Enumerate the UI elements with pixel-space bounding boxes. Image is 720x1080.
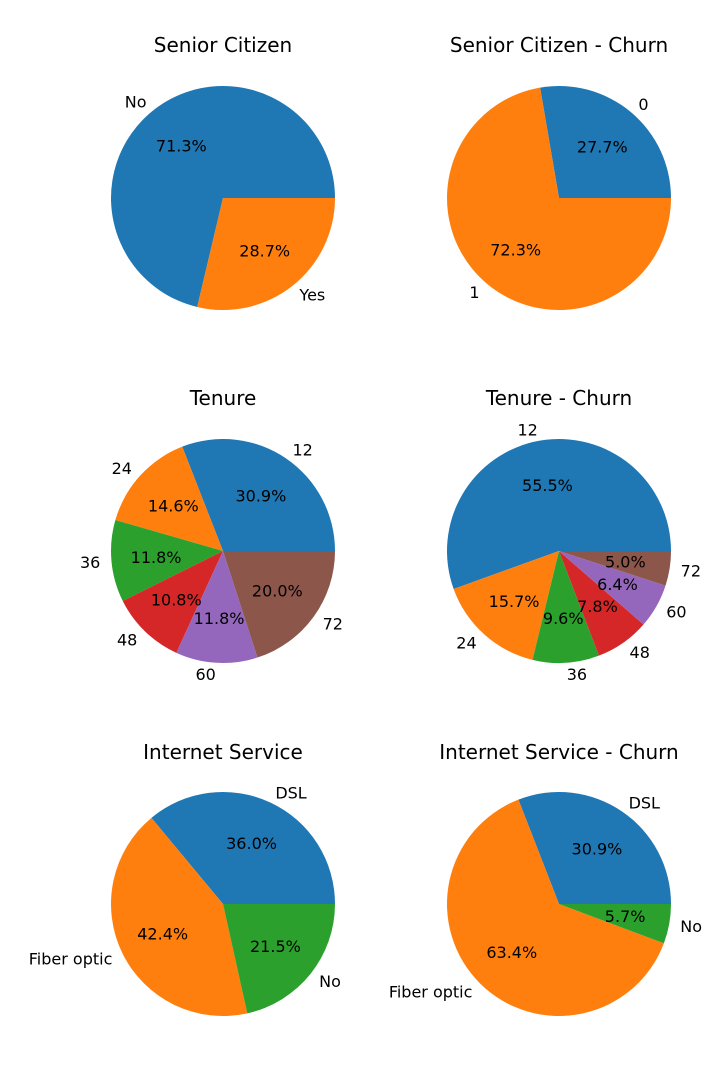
slice-label: Fiber optic — [29, 949, 113, 968]
pie-slice-no — [111, 86, 335, 307]
pie-senior-citizen-churn: Senior Citizen - Churn 0 27.7% 1 72.3% — [447, 33, 671, 310]
slice-label: No — [680, 917, 702, 936]
slice-percent-label: 5.0% — [605, 553, 646, 572]
pie-slice-yes — [197, 198, 335, 310]
slice-label: 0 — [638, 95, 648, 114]
pie-slice-no — [223, 904, 335, 1014]
slice-label: 12 — [517, 421, 537, 440]
pie-slice-24 — [115, 446, 223, 551]
slice-percent-label: 30.9% — [572, 840, 623, 859]
slice-label: 60 — [195, 665, 215, 684]
slice-label: 48 — [117, 631, 137, 650]
chart-title: Internet Service — [143, 740, 303, 764]
slice-label: 24 — [112, 459, 132, 478]
slice-percent-label: 6.4% — [597, 575, 638, 594]
slice-label: Yes — [298, 286, 325, 305]
slice-percent-label: 20.0% — [252, 582, 303, 601]
slice-percent-label: 71.3% — [156, 136, 207, 155]
pie-internet-service: Internet Service DSL 36.0% Fiber optic 42.4%… — [29, 740, 341, 1016]
slice-percent-label: 9.6% — [543, 609, 584, 628]
slice-percent-label: 36.0% — [226, 834, 277, 853]
pie-tenure: Tenure 12 30.9% 24 14.6% 36 11.8% 48 10.8% 60 11.8… — [80, 386, 343, 684]
slice-label: 1 — [469, 283, 479, 302]
pie-slice-36 — [532, 551, 599, 664]
slice-label: No — [319, 972, 341, 991]
slice-percent-label: 72.3% — [490, 240, 541, 259]
pie-slice-60 — [559, 551, 666, 625]
pie-slice-0 — [540, 86, 671, 198]
chart-title: Tenure - Churn — [485, 386, 632, 410]
slice-label: 60 — [666, 603, 686, 622]
pie-slice-dsl — [151, 792, 335, 904]
slice-percent-label: 63.4% — [486, 943, 537, 962]
slice-label: 36 — [567, 665, 587, 684]
slice-label: 48 — [630, 643, 650, 662]
pie-slice-12 — [182, 439, 335, 551]
pie-slice-dsl — [518, 792, 672, 904]
chart-title: Tenure — [189, 386, 257, 410]
slice-percent-label: 21.5% — [250, 937, 301, 956]
slice-percent-label: 30.9% — [235, 487, 286, 506]
pie-slice-72 — [559, 551, 671, 586]
slice-percent-label: 7.8% — [577, 597, 618, 616]
pie-slice-12 — [447, 439, 671, 589]
slice-percent-label: 27.7% — [577, 138, 628, 157]
slice-percent-label: 28.7% — [239, 242, 290, 261]
pie-tenure-churn: Tenure - Churn 12 55.5% 24 15.7% 36 9.6% 48 7.8%… — [447, 386, 701, 684]
pie-senior-citizen: Senior Citizen No 71.3% Yes 28.7% — [111, 33, 335, 310]
slice-percent-label: 11.8% — [194, 609, 245, 628]
slice-label: Fiber optic — [389, 983, 473, 1002]
pie-slice-48 — [559, 551, 644, 656]
slice-label: 36 — [80, 553, 100, 572]
slice-percent-label: 10.8% — [151, 590, 202, 609]
slice-percent-label: 14.6% — [148, 497, 199, 516]
slice-percent-label: 5.7% — [605, 907, 646, 926]
pie-slice-48 — [122, 551, 223, 653]
pie-slice-fiber-optic — [111, 817, 248, 1016]
pie-slice-60 — [176, 551, 258, 663]
slice-percent-label: 55.5% — [522, 476, 573, 495]
slice-percent-label: 15.7% — [489, 592, 540, 611]
pie-slice-36 — [111, 520, 223, 601]
slice-label: No — [125, 92, 147, 111]
slice-label: 24 — [456, 634, 476, 653]
slice-label: DSL — [275, 783, 306, 802]
slice-label: 12 — [292, 440, 312, 459]
pie-internet-service-churn: Internet Service - Churn DSL 30.9% Fiber op… — [389, 740, 702, 1016]
chart-title: Senior Citizen — [154, 33, 292, 57]
pie-slice-1 — [447, 87, 671, 310]
chart-title: Senior Citizen - Churn — [450, 33, 668, 57]
pie-slice-no — [559, 904, 671, 944]
slice-label: DSL — [629, 793, 660, 812]
slice-label: 72 — [681, 561, 701, 580]
slice-percent-label: 11.8% — [131, 548, 182, 567]
pie-slice-72 — [223, 551, 335, 658]
chart-title: Internet Service - Churn — [439, 740, 678, 764]
slice-percent-label: 42.4% — [137, 925, 188, 944]
pie-slice-24 — [453, 551, 559, 660]
slice-label: 72 — [323, 614, 343, 633]
pie-slice-fiber-optic — [447, 799, 664, 1016]
